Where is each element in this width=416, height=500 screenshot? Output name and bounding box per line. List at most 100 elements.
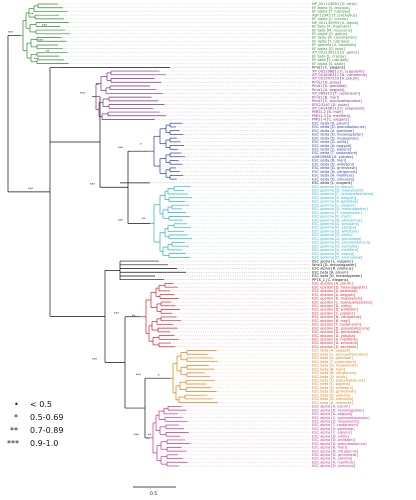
support-value: ** xyxy=(30,12,34,16)
leaf-label: ESC alpha [A. mellifera] xyxy=(312,460,355,464)
leaf-label: ESC epsilon [A. gambiae] xyxy=(312,289,358,293)
leaf-label: PMD1-3 [A. mellifera] xyxy=(312,114,351,118)
leaf-label: ESC alpha [A. gambiae] xyxy=(312,427,355,431)
leaf-label: ESC beta [T. castaneum] xyxy=(312,360,357,364)
leaf-label: AAR09988 [D. yakuba] xyxy=(312,155,354,159)
leaf-label: ESC gamma [C. pipiens] xyxy=(312,203,356,207)
legend-label-4: 0.9-1.0 xyxy=(30,439,58,448)
leaf-label: ESC alpha [T. castaneum] xyxy=(312,423,359,427)
leaf-label: ESC beta [A. aegypti] xyxy=(312,349,351,353)
leaf-label: EF gamma [X. tropicalis] xyxy=(312,43,357,47)
leaf-label: ESC beta [C. quinquefasciatus] xyxy=(312,352,368,356)
leaf-label: ESC alpha [C. pipiens] xyxy=(312,431,352,435)
leaf-label: ESC alpha [A. pisum] xyxy=(312,405,350,409)
leaf-label: EF alpha [S. leucops] xyxy=(312,6,350,10)
support-value: *** xyxy=(134,433,139,437)
leaf-label: ESC gamma [A. gambiae] xyxy=(312,200,359,204)
leaf-label: ESC epsilon [A. mellifera] xyxy=(312,338,358,342)
leaf-label: EF beta [M. musculus] xyxy=(312,28,353,32)
leaf-label: ESC alpha [D. yakuba] xyxy=(312,457,353,461)
leaf-label: ESC epsilon [D. grimshawi] xyxy=(312,330,361,334)
leaf-label: ESC delta [D. grimshawi] xyxy=(312,166,357,170)
legend-symbol-4: *** xyxy=(7,439,19,448)
leaf-label: ESC epsilon [D. simulans] xyxy=(312,341,359,345)
legend-label-2: 0.5-0.69 xyxy=(30,413,63,422)
support-value: ** xyxy=(96,83,100,87)
leaf-label: ESC alpha [D. virilis] xyxy=(312,434,349,438)
leaf-label: ESC delta [N. vitripennis] xyxy=(312,170,358,174)
leaf-label: Pmd1 [C. quinquefasciatus] xyxy=(312,99,362,103)
leaf-label: ESC beta [D. grimshawi] xyxy=(312,390,356,394)
support-value: *** xyxy=(8,31,13,35)
leaf-label: ESC beta [D. willistoni] xyxy=(312,386,354,390)
leaf-label: PMD1-2 [B. mori] xyxy=(312,110,343,114)
leaf-label: ESC epsilon [N. vitripennis] xyxy=(312,315,361,319)
leaf-label: ESC gamma [C. quinquefasciatus] xyxy=(312,192,374,196)
support-value: *** xyxy=(90,182,95,186)
leaf-label: ESC delta [D. simulans] xyxy=(312,177,355,181)
leaf-label: ESC beta [D. mojavensis] xyxy=(312,364,358,368)
leaf-label: ESC delta [D. melanogaster] xyxy=(312,133,364,137)
leaf-label: ESC beta [A. pisum] xyxy=(312,270,348,274)
leaf-label: EF alpha [T. rubripes] xyxy=(312,10,351,14)
leaf-label: ESC gamma [D. yakuba] xyxy=(312,226,357,230)
leaf-label: ESC gamma [D. grimshawi] xyxy=(312,237,362,241)
leaf-label: ESC gamma [D. erecta] xyxy=(312,252,355,256)
leaf-label: ESC alpha [B. mori] xyxy=(312,446,348,450)
leaf-label: ESC alpha [R. prolixus] xyxy=(312,267,354,271)
leaf-label: ESC delta [A. pisum] xyxy=(312,121,349,125)
leaf-label: ESC beta [D. virilis] xyxy=(312,375,347,379)
leaf-label: ESC epsilon [D. melanogaster] xyxy=(312,285,367,289)
leaf-label: ESC delta [A. mellifera] xyxy=(312,174,354,178)
leaf-label: EF delta [T. rubripes] xyxy=(312,39,350,43)
leaf-label: ESC beta [D. pseudoobscura] xyxy=(312,379,365,383)
legend-label-1: < 0.5 xyxy=(30,400,52,409)
leaf-label: PPTX_1 [C. elegans] xyxy=(312,278,348,282)
leaf-label: ESC gamma [A. aegypti] xyxy=(312,196,357,200)
leaf-label: XP_001606311 [N. vitripennis] xyxy=(312,73,367,77)
leaf-label: XP_001947233 [A. pisum] xyxy=(312,77,359,81)
leaf-label: EF alpha [D. rerio] xyxy=(312,47,345,51)
legend-symbol-1: • xyxy=(14,400,19,409)
leaf-label: NP_001124891 [D. rerio] xyxy=(312,2,357,6)
leaf-label: ESC gamma [D. sechellia] xyxy=(312,244,359,248)
support-value: ** xyxy=(46,49,50,53)
leaf-label: ESC gamma [D. mojavensis] xyxy=(312,188,364,192)
leaf-label: ESC epsilon [D. pseudoobscura] xyxy=(312,326,370,330)
leaf-label: ESC epsilon [D. virilis] xyxy=(312,304,352,308)
leaf-label: ESC gamma [D. pseudoobscura] xyxy=(312,241,371,245)
leaf-label: ESC alpha [N. vitripennis] xyxy=(312,449,359,453)
support-value: * xyxy=(140,143,142,147)
leaf-label: ESC alpha [D. grimshawi] xyxy=(312,453,358,457)
leaf-label: ESC delta [A. aegypti] xyxy=(312,144,352,148)
support-value: *** xyxy=(92,357,97,361)
tree-branches xyxy=(7,3,310,467)
leaf-label: ESC epsilon [D. willistoni] xyxy=(312,308,358,312)
leaf-label: EF alpha [G. gallus] xyxy=(312,32,348,36)
leaf-label: ADF12345 [T. pulchellus] xyxy=(312,13,357,17)
scale-bar: 0.5 xyxy=(133,486,176,497)
leaf-label: XP_002406113 [I. scapularis] xyxy=(312,107,365,111)
legend-symbol-2: * xyxy=(14,413,18,422)
leaf-label: ESC alpha [L. vulgaris] xyxy=(312,259,353,263)
leaf-label: ESC gamma [T. castaneum] xyxy=(312,211,362,215)
support-value: *** xyxy=(114,312,119,316)
support-value: *** xyxy=(118,218,123,222)
leaf-label: Pmd1 [A. gambiae] xyxy=(312,84,347,88)
leaf-label: ESC gamma [D. simulans] xyxy=(312,222,359,226)
leaf-label: ESC gamma [D. melanogaster] xyxy=(312,207,368,211)
legend: • < 0.5 * 0.5-0.69 ** 0.7-0.89 *** 0.9-1… xyxy=(7,400,63,448)
support-value: *** xyxy=(38,38,43,42)
leaf-label: ESC epsilon [C. quinquefasciatus] xyxy=(312,300,373,304)
leaf-label: ESC delta [L. vulgaris] xyxy=(312,181,352,185)
leaf-label: ESC epsilon [A. pisum] xyxy=(312,282,353,286)
leaf-label: ESC delta [C. pipiens] xyxy=(312,148,352,152)
leaf-label: ESC epsilon [B. mori] xyxy=(312,319,351,323)
leaf-label: PMD1-4 [C. elegans] xyxy=(312,118,349,122)
leaf-label: ESC alpha [A. aegypti] xyxy=(312,412,353,416)
leaf-label: XP_969315 [T. castaneum] xyxy=(312,92,361,96)
leaf-label: ESC gamma [D. willistoni] xyxy=(312,229,359,233)
support-value: ** xyxy=(132,314,136,318)
leaf-label: ESC alpha [D. simulans] xyxy=(312,464,356,468)
